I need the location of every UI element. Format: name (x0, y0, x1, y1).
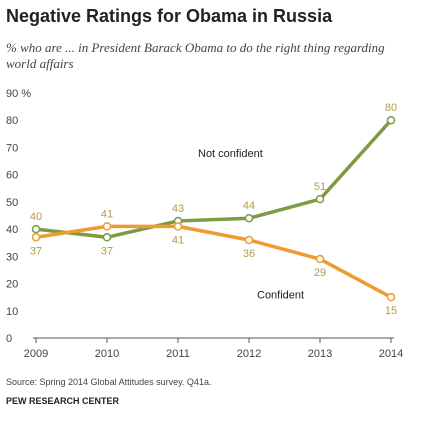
data-point (386, 115, 396, 125)
series-line (34, 118, 393, 240)
x-tick-label: 2012 (237, 348, 261, 360)
x-tick-label: 2010 (95, 348, 119, 360)
data-label: 43 (172, 203, 184, 215)
data-point (102, 222, 112, 231)
y-tick-label: 50 (6, 197, 18, 209)
data-point (31, 224, 41, 234)
data-label: 36 (243, 248, 255, 260)
y-tick-label: 90 % (6, 88, 31, 100)
data-label: 37 (30, 245, 42, 257)
data-point (173, 222, 183, 231)
y-tick-label: 80 (6, 115, 18, 127)
data-label: 80 (385, 102, 397, 114)
x-tick-label: 2013 (308, 348, 332, 360)
series-label-confident: Confident (257, 289, 304, 301)
data-label: 40 (30, 211, 42, 223)
series-label-not-confident: Not confident (198, 148, 263, 160)
data-label: 15 (385, 305, 397, 317)
y-tick-label: 20 (6, 279, 18, 291)
data-point (102, 233, 112, 242)
data-label: 29 (314, 267, 326, 279)
data-point (244, 235, 254, 245)
data-point (315, 194, 325, 204)
data-point (386, 292, 396, 302)
y-tick-label: 10 (6, 306, 18, 318)
data-point (244, 213, 254, 223)
data-label: 41 (172, 234, 184, 246)
data-label: 44 (243, 200, 255, 212)
x-axis: 2009 2010 2011 2012 2013 2014 (24, 337, 403, 360)
data-point (315, 254, 325, 264)
series-points (31, 115, 396, 302)
data-labels: 40 37 43 44 51 80 37 41 41 36 29 15 (30, 102, 397, 317)
x-tick-label: 2009 (24, 348, 48, 360)
credit-line: PEW RESEARCH CENTER (6, 396, 120, 406)
y-tick-label: 70 (6, 142, 18, 154)
chart-title: Negative Ratings for Obama in Russia (6, 6, 333, 26)
series-labels: Not confident Confident (198, 148, 304, 302)
data-label: 51 (314, 181, 326, 193)
series-lines (34, 118, 393, 299)
chart-subtitle: % who are ... in President Barack Obama … (6, 40, 385, 71)
x-tick-label: 2011 (166, 348, 190, 360)
y-tick-label: 60 (6, 170, 18, 182)
data-point (31, 233, 41, 242)
y-tick-label: 40 (6, 224, 18, 236)
x-tick-label: 2014 (379, 348, 403, 360)
y-axis: 0 10 20 30 40 50 60 70 80 90 % (6, 88, 31, 345)
source-note: Source: Spring 2014 Global Attitudes sur… (6, 377, 212, 387)
y-tick-label: 30 (6, 251, 18, 263)
series-line (34, 224, 393, 299)
data-label: 37 (101, 245, 113, 257)
data-label: 41 (101, 208, 113, 220)
y-tick-label: 0 (6, 333, 12, 345)
